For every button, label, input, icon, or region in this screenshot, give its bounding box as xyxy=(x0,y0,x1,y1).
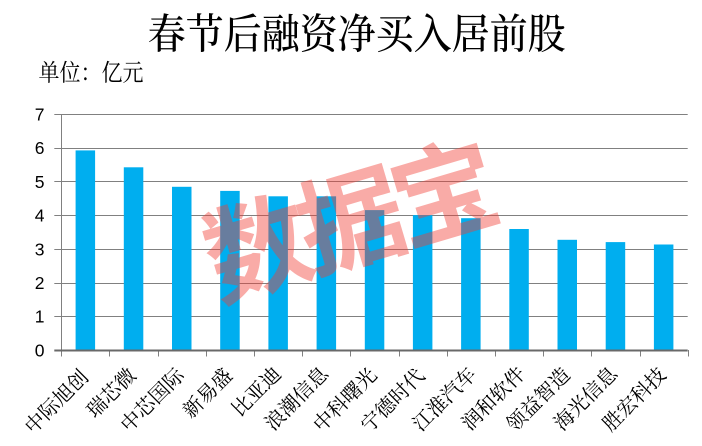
svg-text:6: 6 xyxy=(35,138,45,158)
svg-text:1: 1 xyxy=(35,307,45,327)
svg-text:4: 4 xyxy=(35,206,45,226)
svg-text:3: 3 xyxy=(35,239,45,259)
svg-text:2: 2 xyxy=(35,273,45,293)
svg-text:7: 7 xyxy=(35,104,45,124)
svg-text:0: 0 xyxy=(35,340,45,360)
svg-text:5: 5 xyxy=(35,172,45,192)
